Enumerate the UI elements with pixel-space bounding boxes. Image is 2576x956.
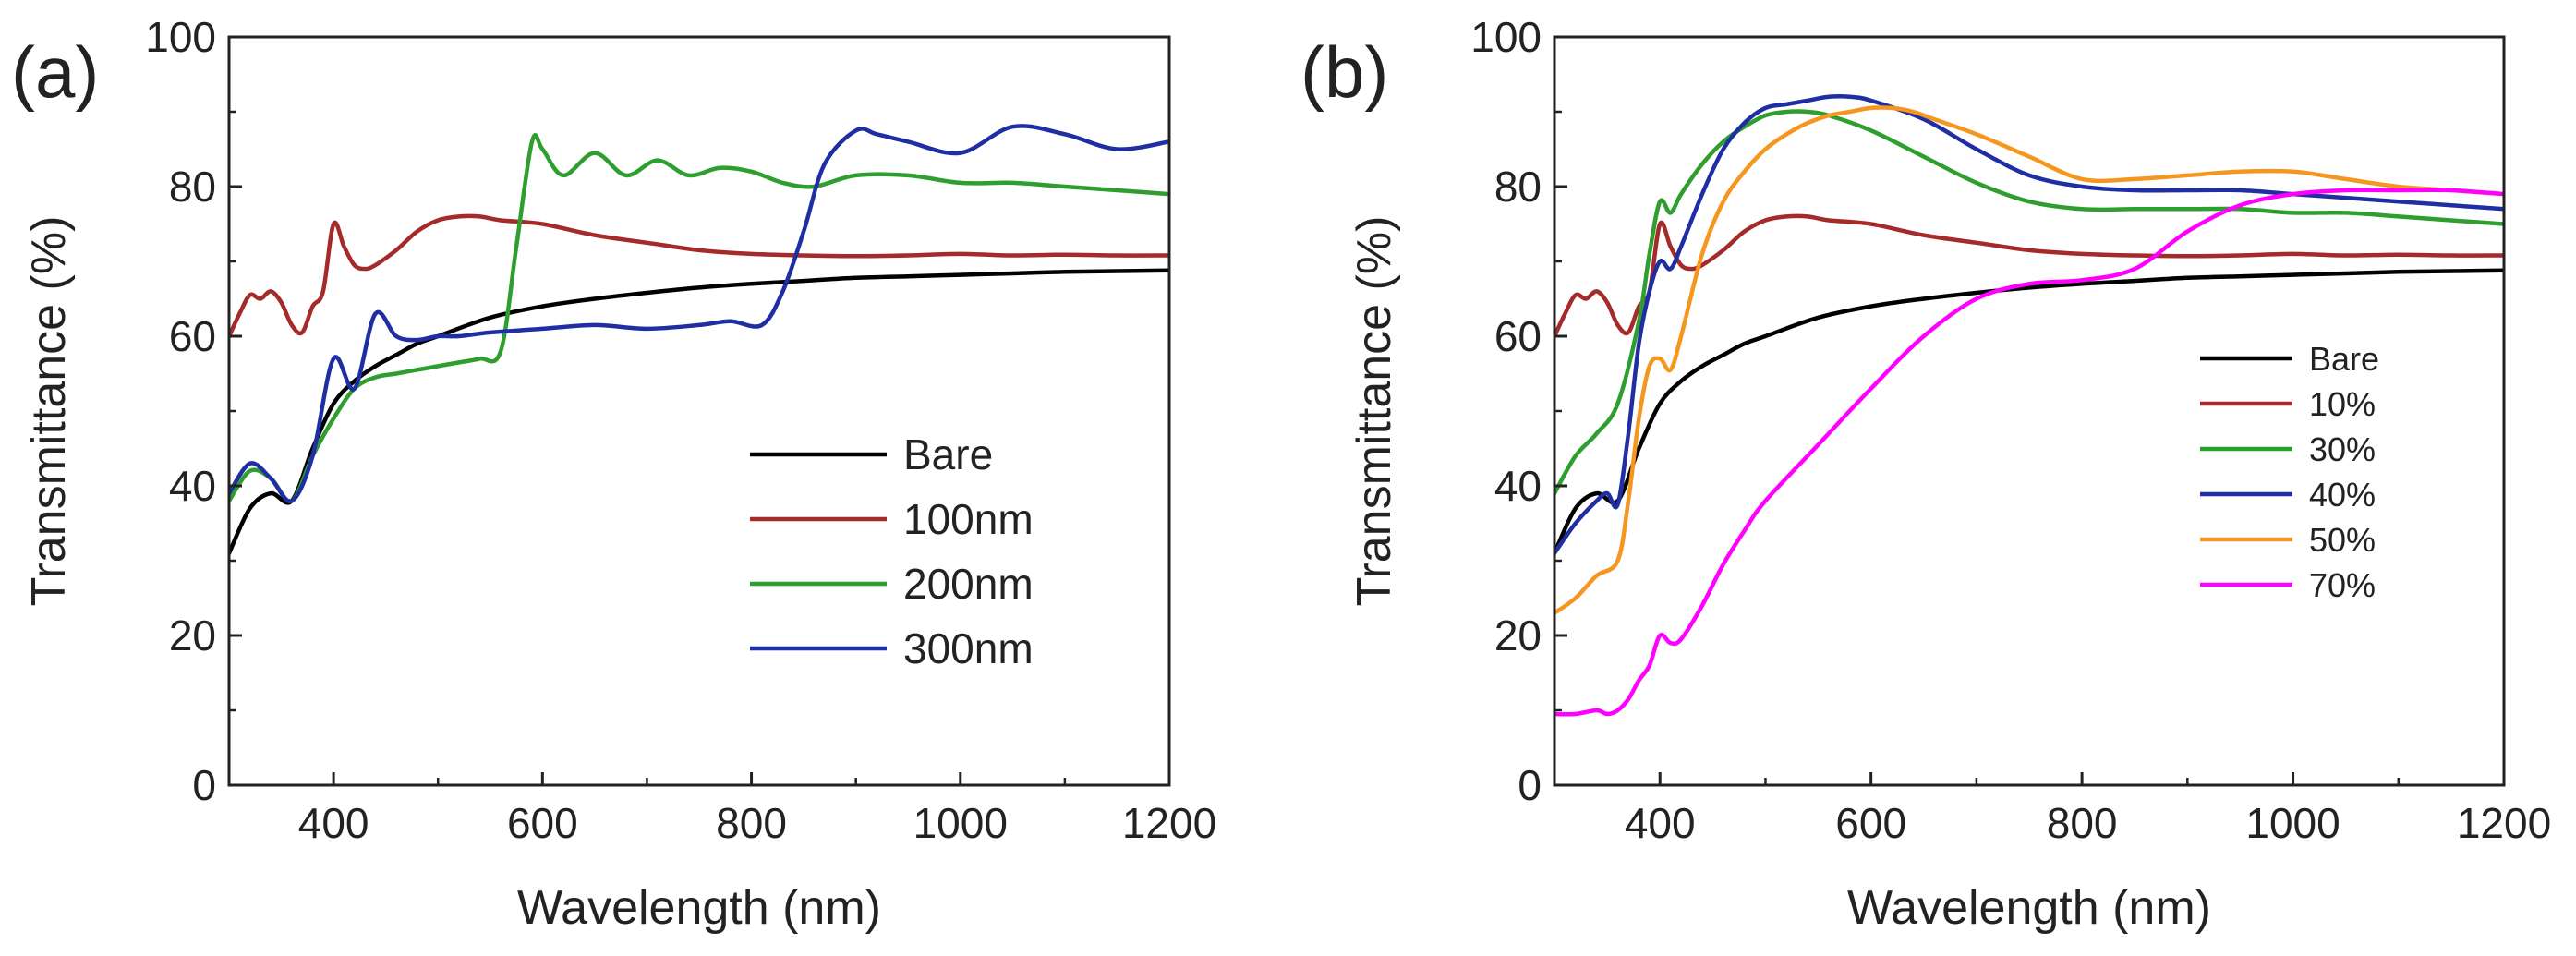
y-tick-label: 0 bbox=[192, 761, 216, 809]
y-tick-label: 20 bbox=[1494, 611, 1542, 660]
legend-label: 70% bbox=[2309, 566, 2376, 604]
y-tick-label: 100 bbox=[145, 13, 216, 61]
panel-letter: (a) bbox=[11, 31, 99, 113]
legend-label: 200nm bbox=[903, 560, 1034, 608]
x-axis-title: Wavelength (nm) bbox=[517, 881, 881, 935]
y-tick-label: 20 bbox=[169, 611, 216, 660]
panel-a: 400 600 800 1000 1200 0 20 40 60 80 100 Wavelength … bbox=[11, 13, 1216, 935]
series-line-200nm bbox=[229, 133, 1169, 503]
x-tick-label: 800 bbox=[2047, 799, 2118, 847]
x-tick-label: 1000 bbox=[2245, 799, 2340, 847]
y-tick-label: 100 bbox=[1470, 13, 1542, 61]
series-line-Bare bbox=[1554, 268, 2504, 556]
legend: Bare 10% 30% 40% 50% 70% bbox=[2200, 340, 2379, 604]
x-tick-label: 800 bbox=[716, 799, 787, 847]
series-line-50pct bbox=[1554, 105, 2504, 615]
series-line-10pct bbox=[1554, 213, 2504, 339]
x-tick-label: 1000 bbox=[913, 799, 1008, 847]
legend-label: 10% bbox=[2309, 385, 2376, 423]
series-line-30pct bbox=[1554, 109, 2504, 496]
x-tick-label: 400 bbox=[1625, 799, 1696, 847]
x-tick-label: 600 bbox=[507, 799, 578, 847]
y-axis-title: Transmittance (%) bbox=[1348, 216, 1401, 607]
y-tick-label: 40 bbox=[1494, 462, 1542, 510]
series-line-300nm bbox=[229, 124, 1169, 503]
legend-label: 100nm bbox=[903, 495, 1034, 543]
y-tick-label: 0 bbox=[1518, 761, 1542, 809]
legend-label: Bare bbox=[903, 430, 993, 478]
x-tick-label: 1200 bbox=[1122, 799, 1216, 847]
legend-label: 40% bbox=[2309, 476, 2376, 514]
legend-label: 300nm bbox=[903, 624, 1034, 672]
series-group bbox=[229, 124, 1169, 556]
legend-label: Bare bbox=[2309, 340, 2379, 378]
y-tick-label: 80 bbox=[169, 163, 216, 211]
x-tick-label: 600 bbox=[1835, 799, 1906, 847]
plot-frame bbox=[227, 35, 1171, 787]
y-axis-title: Transmittance (%) bbox=[22, 216, 76, 607]
x-axis-title: Wavelength (nm) bbox=[1847, 881, 2211, 935]
legend-label: 50% bbox=[2309, 521, 2376, 559]
legend-label: 30% bbox=[2309, 430, 2376, 468]
panel-b: 400 600 800 1000 1200 0 20 40 60 80 100 Wavelength … bbox=[1300, 13, 2551, 935]
y-tick-label: 60 bbox=[169, 312, 216, 360]
panel-letter: (b) bbox=[1300, 31, 1388, 113]
series-line-100nm bbox=[229, 213, 1169, 339]
series-line-70pct bbox=[1554, 188, 2504, 717]
series-group bbox=[1554, 94, 2504, 717]
x-tick-label: 1200 bbox=[2457, 799, 2551, 847]
y-tick-label: 80 bbox=[1494, 163, 1542, 211]
x-tick-label: 400 bbox=[298, 799, 369, 847]
y-tick-label: 60 bbox=[1494, 312, 1542, 360]
legend: Bare 100nm 200nm 300nm bbox=[750, 430, 1034, 672]
y-tick-label: 40 bbox=[169, 462, 216, 510]
series-line-40pct bbox=[1554, 94, 2504, 556]
